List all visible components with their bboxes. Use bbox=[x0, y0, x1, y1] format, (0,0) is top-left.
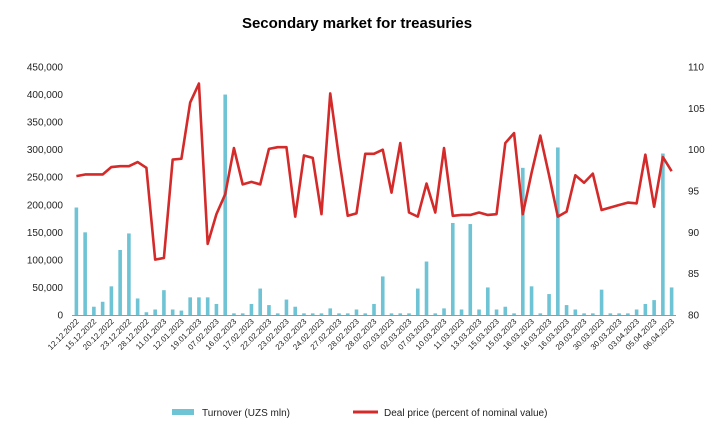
turnover-bar bbox=[319, 313, 324, 315]
turnover-bar bbox=[521, 167, 525, 315]
turnover-bar bbox=[398, 313, 403, 315]
turnover-bar bbox=[310, 313, 315, 315]
turnover-bar bbox=[100, 301, 105, 315]
turnover-bar bbox=[354, 309, 359, 315]
right-axis-tick-label: 100 bbox=[688, 145, 705, 156]
turnover-bar bbox=[118, 249, 122, 315]
turnover-bar bbox=[232, 313, 236, 315]
turnover-bar bbox=[380, 276, 385, 315]
chart-title: Secondary market for treasuries bbox=[242, 15, 472, 32]
left-axis-tick-label: 100,000 bbox=[27, 255, 64, 266]
turnover-bar bbox=[197, 297, 201, 315]
turnover-bar bbox=[538, 313, 543, 315]
turnover-bar bbox=[284, 299, 289, 315]
legend-label-deal-price: Deal price (percent of nominal value) bbox=[384, 408, 547, 419]
left-axis-tick-label: 350,000 bbox=[27, 118, 64, 129]
turnover-bar bbox=[240, 313, 245, 315]
left-axis-tick-label: 200,000 bbox=[27, 200, 64, 211]
left-axis-tick-label: 400,000 bbox=[27, 90, 64, 101]
turnover-bar bbox=[599, 289, 604, 315]
right-axis-ticks: 80 85 90 95 100 105 110 bbox=[688, 63, 705, 322]
left-axis-tick-label: 300,000 bbox=[27, 145, 64, 156]
turnover-bar bbox=[407, 313, 411, 315]
turnover-bar bbox=[556, 147, 560, 315]
turnover-bar bbox=[626, 313, 630, 315]
turnover-bar bbox=[564, 305, 569, 315]
right-axis-tick-label: 110 bbox=[688, 63, 704, 74]
turnover-bar bbox=[643, 303, 648, 315]
turnover-bar bbox=[223, 94, 227, 315]
turnover-bar bbox=[608, 313, 613, 315]
turnover-bar bbox=[486, 287, 490, 315]
x-axis-ticks: 12.12.202215.12.202220.12.202223.12.2022… bbox=[46, 317, 676, 352]
turnover-bar bbox=[450, 222, 455, 315]
turnover-bar bbox=[135, 298, 140, 315]
legend-label-turnover: Turnover (UZS mln) bbox=[202, 408, 290, 419]
left-axis-tick-label: 50,000 bbox=[32, 283, 63, 294]
turnover-bar bbox=[661, 153, 665, 315]
turnover-bar bbox=[582, 313, 586, 315]
left-axis-tick-label: 450,000 bbox=[27, 63, 64, 74]
turnover-bar bbox=[170, 309, 175, 315]
turnover-bar bbox=[459, 309, 464, 315]
turnover-bar bbox=[442, 308, 446, 315]
turnover-bar bbox=[258, 288, 262, 315]
right-axis-tick-label: 80 bbox=[688, 311, 700, 322]
turnover-bar bbox=[389, 313, 394, 315]
turnover-bar bbox=[109, 286, 114, 315]
legend-swatch-turnover bbox=[172, 409, 194, 415]
turnover-bar bbox=[302, 313, 306, 315]
turnover-bar bbox=[415, 288, 420, 315]
turnover-bar bbox=[652, 300, 656, 315]
right-axis-tick-label: 85 bbox=[688, 269, 700, 280]
turnover-bar bbox=[503, 306, 508, 315]
turnover-bar bbox=[477, 309, 481, 315]
turnover-bar bbox=[424, 261, 429, 315]
turnover-bar bbox=[127, 233, 131, 315]
turnover-bar bbox=[153, 309, 157, 315]
turnover-bar bbox=[162, 290, 166, 315]
turnover-bar bbox=[328, 308, 333, 315]
turnover-bar bbox=[345, 313, 350, 315]
turnover-bar bbox=[293, 306, 298, 315]
left-axis-tick-label: 150,000 bbox=[27, 228, 64, 239]
right-axis-tick-label: 90 bbox=[688, 228, 700, 239]
turnover-bar bbox=[337, 313, 341, 315]
turnover-bar bbox=[179, 310, 184, 315]
turnover-bar bbox=[433, 313, 438, 315]
legend: Turnover (UZS mln) Deal price (percent o… bbox=[172, 408, 547, 419]
turnover-bar bbox=[83, 232, 87, 315]
turnover-bar bbox=[547, 294, 551, 315]
turnover-bar bbox=[573, 309, 578, 315]
turnover-bar bbox=[144, 312, 149, 315]
deal-price-line bbox=[76, 82, 673, 261]
deal-price-series-line bbox=[76, 82, 673, 261]
left-axis-tick-label: 250,000 bbox=[27, 173, 64, 184]
turnover-bar bbox=[512, 313, 516, 315]
turnover-bar bbox=[591, 313, 595, 315]
turnover-bar bbox=[74, 207, 79, 315]
turnover-bar bbox=[634, 309, 639, 315]
turnover-bar bbox=[529, 286, 534, 315]
turnover-bar bbox=[617, 313, 621, 315]
turnover-bar bbox=[249, 303, 254, 315]
turnover-bar bbox=[372, 303, 376, 315]
turnover-bar bbox=[214, 303, 219, 315]
right-axis-tick-label: 95 bbox=[688, 187, 700, 198]
turnover-bars bbox=[74, 94, 674, 315]
turnover-bar bbox=[275, 313, 280, 315]
turnover-bar bbox=[468, 224, 473, 315]
turnover-bar bbox=[188, 297, 192, 315]
left-axis-ticks: 0 50,000 100,000 150,000 200,000 250,000 300,0… bbox=[27, 63, 64, 322]
left-axis-tick-label: 0 bbox=[57, 311, 63, 322]
right-axis-tick-label: 105 bbox=[688, 104, 705, 115]
turnover-bar bbox=[363, 313, 368, 315]
turnover-bar bbox=[92, 306, 96, 315]
turnover-bar bbox=[205, 297, 210, 315]
turnover-bar bbox=[267, 305, 271, 315]
turnover-bar bbox=[669, 287, 674, 315]
turnover-bar bbox=[494, 309, 499, 315]
